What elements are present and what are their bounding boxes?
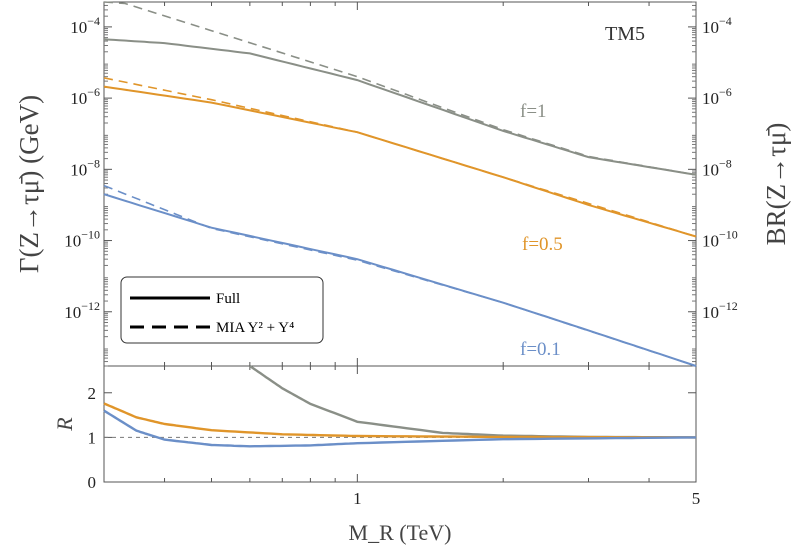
bottom-panel-series	[103, 365, 697, 448]
x-tick-label: 5	[692, 489, 701, 508]
y-tick-label-left: 10−10	[64, 228, 100, 251]
y-axis-title-right: BR(Z→τμ̄)	[761, 123, 791, 246]
y-tick-label-left: 10−6	[70, 85, 100, 108]
legend-full-label: Full	[216, 291, 240, 307]
legend-mia-label: MIA Y² + Y⁴	[216, 320, 294, 336]
ratio-line-f-1	[249, 365, 697, 439]
label-f1: f=1	[520, 101, 547, 122]
x-axis-title: M_R (TeV)	[349, 520, 452, 545]
series-line-f-1-dashed	[103, 1, 697, 176]
legend: Full MIA Y² + Y⁴	[120, 276, 324, 344]
series-line-f-05-solid	[103, 85, 697, 238]
y-tick-label-right: 10−10	[702, 228, 738, 251]
top-panel-series	[103, 1, 697, 367]
y-tick-label-left: 10−4	[70, 14, 100, 37]
r-tick-label: 0	[88, 473, 97, 492]
bottom-panel-frame	[103, 365, 697, 483]
series-line-f-01-dashed	[103, 184, 697, 367]
y-tick-label-right: 10−12	[702, 299, 738, 322]
label-f01: f=0.1	[520, 339, 561, 360]
y-axis-title-left: Γ(Z→τμ̄) (GeV)	[14, 95, 44, 273]
y-tick-label-right: 10−6	[702, 85, 732, 108]
r-tick-label: 2	[88, 384, 97, 403]
y-tick-label-left: 10−12	[64, 299, 100, 322]
legend-box	[120, 276, 324, 344]
chart-title: TM5	[605, 23, 645, 45]
y-tick-label-right: 10−8	[702, 156, 732, 179]
x-tick-label: 1	[353, 489, 362, 508]
r-tick-label: 1	[88, 428, 97, 447]
y-tick-label-right: 10−4	[702, 14, 732, 37]
series-line-f-05-dashed	[103, 77, 697, 238]
ratio-line-f-01	[103, 409, 697, 448]
label-f05: f=0.5	[522, 234, 563, 255]
series-line-f-1-solid	[103, 38, 697, 176]
y-axis-title-bottom: R	[52, 417, 77, 432]
ratio-line-f-05	[103, 402, 697, 439]
y-tick-label-left: 10−8	[70, 156, 100, 179]
